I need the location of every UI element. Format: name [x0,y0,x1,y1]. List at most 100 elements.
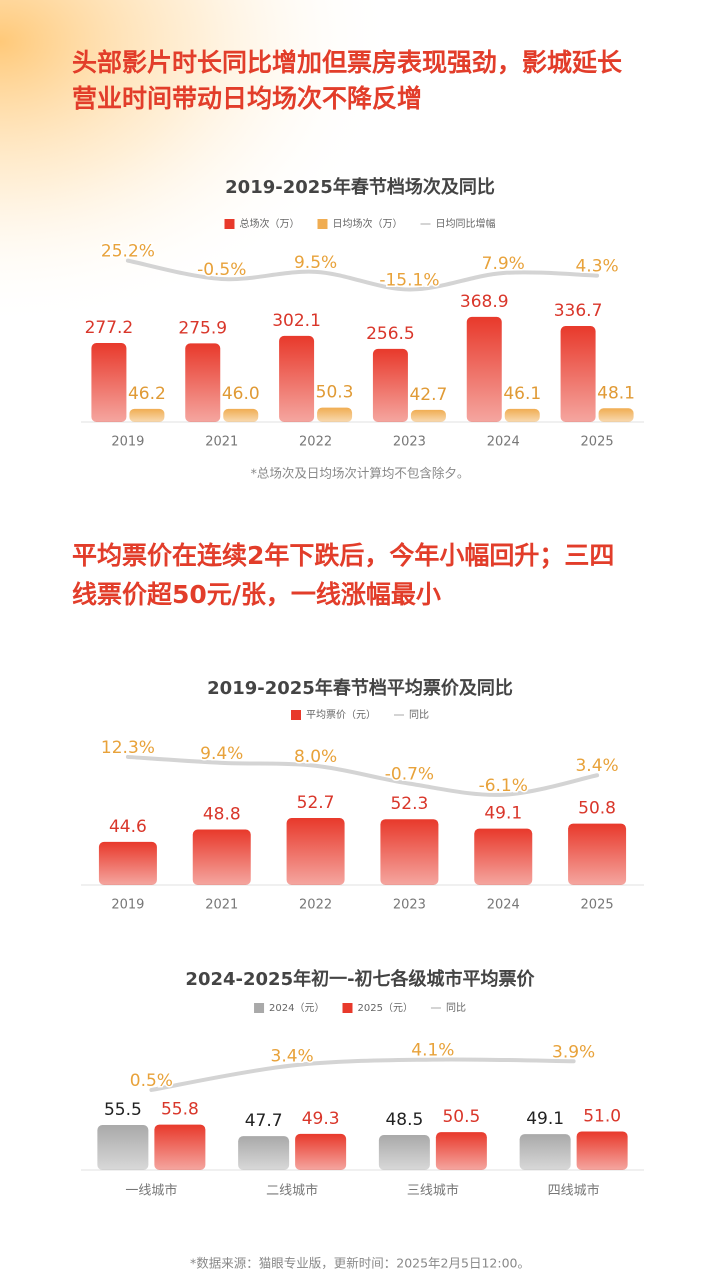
line-label: 25.2% [101,242,155,262]
value-label: 55.8 [161,1100,199,1120]
bar [223,408,259,422]
headline: 营业时间带动日均场次不降反增 [72,84,422,113]
value-label: 52.3 [390,794,428,814]
line-label: 12.3% [101,738,155,758]
legend-label: 平均票价（元） [306,709,376,721]
legend: 总场次（万） 日均场次（万） 日均同比增幅 [224,217,496,230]
bar [317,407,353,422]
x-tick-label: 2024 [487,898,520,913]
x-tick-label: 2025 [581,898,614,913]
legend-swatch [291,710,301,720]
bar [192,829,251,885]
line-label: -0.7% [385,765,434,785]
bar [154,1124,206,1170]
value-label: 46.1 [503,384,541,404]
legend-label: 同比 [409,709,429,721]
line-label: 7.9% [482,254,525,274]
value-label: 46.0 [222,384,260,404]
value-label: 50.8 [578,799,616,819]
value-label: 336.7 [554,301,603,321]
x-tick-label: 2023 [393,898,426,913]
value-label: 50.3 [316,383,354,403]
x-tick-label: 2025 [581,435,614,450]
bar [238,1136,290,1170]
x-tick-label: 一线城市 [125,1183,177,1199]
legend: 2024（元） 2025（元） 同比 [254,1002,466,1014]
bar [519,1134,571,1170]
bar [279,335,315,422]
bar [129,408,165,422]
value-label: 47.7 [245,1111,283,1131]
legend-label: 同比 [446,1002,466,1014]
bar [286,818,345,885]
chart-title: 2019-2025年春节档平均票价及同比 [207,677,513,699]
value-label: 368.9 [460,292,509,312]
trend-line [125,754,600,797]
bar [98,841,157,885]
value-label: 277.2 [85,318,134,338]
line-label: 9.5% [294,253,337,273]
line-label: 3.9% [552,1042,595,1062]
bar [295,1133,347,1170]
value-label: 46.2 [128,384,166,404]
value-label: 302.1 [272,311,321,331]
background-glow [0,0,720,520]
note: *总场次及日均场次计算均不包含除夕。 [251,466,470,481]
value-label: 48.8 [203,805,241,825]
line-label: -0.5% [197,260,246,280]
x-tick-label: 2023 [393,435,426,450]
value-label: 49.1 [484,804,522,824]
bar [504,408,540,422]
bar [435,1132,487,1170]
bar [598,408,634,422]
headline: 平均票价在连续2年下跌后，今年小幅回升；三四 [72,541,614,570]
value-label: 275.9 [178,318,227,338]
bar [97,1125,149,1170]
line-label: 8.0% [294,747,337,767]
line-label: -15.1% [379,270,439,290]
legend-swatch [224,219,235,229]
legend: 平均票价（元） 同比 [291,709,429,721]
chart-title: 2019-2025年春节档场次及同比 [225,176,495,198]
headline: 线票价超50元/张，一线涨幅最小 [72,580,441,609]
bar [380,819,439,885]
value-label: 51.0 [583,1106,621,1126]
value-label: 48.5 [385,1110,423,1130]
value-label: 48.1 [597,383,635,403]
value-label: 49.3 [302,1109,340,1129]
bar [372,348,408,422]
bar [576,1131,628,1170]
bar [378,1135,430,1170]
line-label: 3.4% [271,1046,314,1066]
bar [568,823,627,885]
x-tick-label: 2021 [205,898,238,913]
legend-label: 总场次（万） [240,217,300,230]
line-label: 4.1% [411,1041,454,1061]
x-tick-label: 2019 [111,898,144,913]
x-tick-label: 2024 [487,435,520,450]
legend-swatch [254,1003,265,1013]
value-label: 42.7 [409,385,447,405]
line-label: 9.4% [200,744,243,764]
x-tick-label: 2019 [111,435,144,450]
value-label: 50.5 [442,1107,480,1127]
x-tick-label: 二线城市 [266,1183,318,1199]
bar [91,342,127,422]
headline: 头部影片时长同比增加但票房表现强劲，影城延长 [72,48,623,77]
value-label: 52.7 [297,793,335,813]
value-label: 256.5 [366,324,415,344]
value-label: 55.5 [104,1100,142,1120]
chart-title: 2024-2025年初一-初七各级城市平均票价 [185,968,535,990]
source: *数据来源：猫眼专业版，更新时间：2025年2月5日12:00。 [190,1256,530,1271]
legend-label: 日均同比增幅 [436,217,496,230]
x-tick-label: 2022 [299,435,332,450]
legend-label: 2025（元） [358,1002,413,1014]
value-label: 44.6 [109,817,147,837]
bar [185,343,221,422]
trend-line [125,258,600,292]
bar [410,409,446,422]
value-label: 49.1 [526,1109,564,1129]
line-label: 0.5% [130,1071,173,1091]
x-tick-label: 四线城市 [548,1183,600,1199]
trend-line [149,1057,576,1092]
